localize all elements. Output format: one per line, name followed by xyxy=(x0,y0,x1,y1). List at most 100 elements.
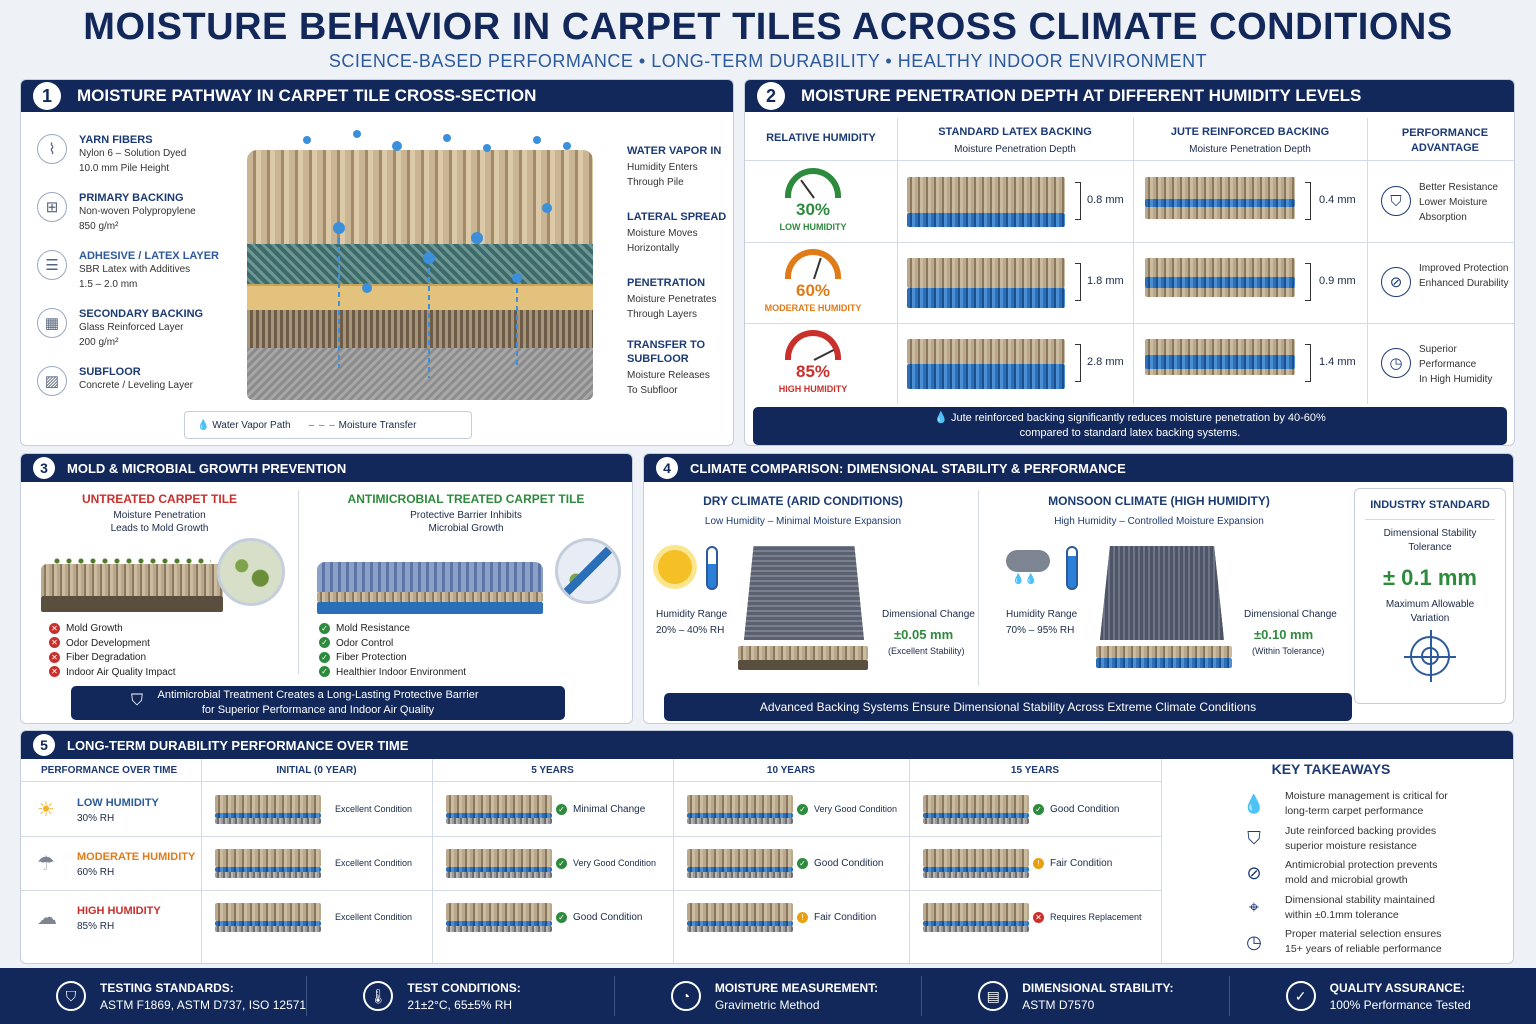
sun-icon: ☀ xyxy=(37,799,55,821)
latex-sample-image xyxy=(907,177,1065,213)
std-sub-1: Dimensional Stability xyxy=(1383,528,1477,539)
condition-text: Excellent Condition xyxy=(335,858,413,868)
row-label: MODERATE HUMIDITY xyxy=(77,851,196,863)
untreated-item: ✕ Fiber Degradation xyxy=(49,651,289,666)
condition-text: Fair Condition xyxy=(1050,858,1113,870)
durability-row: ☂ MODERATE HUMIDITY 60% RH Excellent Condit… xyxy=(21,837,1161,891)
section-number: 1 xyxy=(33,82,61,110)
row-rh: 85% RH xyxy=(77,921,115,932)
footer-item-title: QUALITY ASSURANCE: xyxy=(1329,980,1465,995)
humidity-label: MODERATE HUMIDITY xyxy=(764,303,862,313)
pathway-label-title: PENETRATION xyxy=(627,277,706,289)
perf-line-2: Enhanced Durability xyxy=(1419,278,1509,289)
treated-item-label: Mold Resistance xyxy=(336,623,410,634)
condition-text: Good Condition xyxy=(573,912,643,924)
dry-change-note: (Excellent Stability) xyxy=(888,646,965,656)
footer-item-value: ASTM F1869, ASTM D737, ISO 12571 xyxy=(100,997,307,1012)
treated-item: ✓ Healthier Indoor Environment xyxy=(319,666,619,681)
dry-range-label: Humidity Range xyxy=(656,609,728,620)
s3-banner: ⛉ Antimicrobial Treatment Creates a Long… xyxy=(71,686,565,720)
takeaways-title: KEY TAKEAWAYS xyxy=(1271,761,1391,777)
humidity-row: 30% LOW HUMIDITY 0.8 mm 0.4 mm ⛉ Better Resis… xyxy=(745,162,1514,243)
check-icon: ✓ xyxy=(797,804,808,816)
condition-label: ✕ Requires Replacement xyxy=(1033,912,1142,924)
takeaway-line-1: Jute reinforced backing provides xyxy=(1285,824,1437,837)
dashed-line-icon: – – – xyxy=(308,419,336,431)
no-microbe-icon: ⊘ xyxy=(1381,267,1411,297)
durability-cell: ✓ Good Condition xyxy=(673,837,909,891)
droplet-icon: 💧 xyxy=(197,419,210,431)
condition-label: Excellent Condition xyxy=(335,858,412,868)
layer-label: ⌇ YARN FIBERS Nylon 6 – Solution Dyed 10.0 … xyxy=(37,134,227,174)
treated-item-label: Healthier Indoor Environment xyxy=(336,666,467,678)
humidity-label: HIGH HUMIDITY xyxy=(778,384,848,394)
footer-item: ▤ DIMENSIONAL STABILITY: ASTM D7570 xyxy=(922,976,1230,1016)
footer-item: 🌡 TEST CONDITIONS: 21±2°C, 65±5% RH xyxy=(307,976,615,1016)
condition-text: Minimal Change xyxy=(573,804,646,816)
footer-item-value: ASTM D7570 xyxy=(1022,997,1095,1012)
legend-transfer-item: – – – Moisture Transfer xyxy=(309,420,417,431)
pathway-label-title: LATERAL SPREAD xyxy=(627,211,727,223)
water-droplets-overlay xyxy=(303,130,571,378)
layer-label: ▨ SUBFLOOR Concrete / Leveling Layer xyxy=(37,366,227,406)
untreated-title: UNTREATED CARPET TILE xyxy=(81,492,238,506)
shield-icon: ⛉ xyxy=(1381,186,1411,216)
condition-label: ✓ Minimal Change xyxy=(556,804,645,815)
layer-label: ☰ ADHESIVE / LATEX LAYER SBR Latex with Ad… xyxy=(37,250,227,290)
layer-label-line-1: SBR Latex with Additives xyxy=(79,264,191,275)
performance-text: Better Resistance Lower Moisture Absorptio… xyxy=(1419,180,1514,225)
fiber-icon: ⌇ xyxy=(37,134,67,164)
wet-title: MONSOON CLIMATE (HIGH HUMIDITY) xyxy=(1048,494,1270,508)
condition-text: Good Condition xyxy=(1050,804,1120,816)
std-value: ± 0.1 mm xyxy=(1382,565,1477,590)
pathway-label-line-2: Through Pile xyxy=(627,177,684,188)
condition-text: Excellent Condition xyxy=(335,804,413,814)
col-subheader-jute: Moisture Penetration Depth xyxy=(1189,144,1311,155)
rain-cloud-icon xyxy=(1006,550,1050,572)
durability-cell: ✕ Requires Replacement xyxy=(909,891,1161,945)
latex-depth-value: 2.8 mm xyxy=(1087,356,1124,368)
perf-line-3: Absorption xyxy=(1419,212,1467,223)
section-header: 3 MOLD & MICROBIAL GROWTH PREVENTION xyxy=(21,454,632,482)
wet-change-value: ±0.10 mm xyxy=(1254,627,1314,642)
pathway-label-line-2: Horizontally xyxy=(627,243,680,254)
layers-icon: ☰ xyxy=(37,250,67,280)
dry-tile-top xyxy=(744,546,864,640)
droplet-icon: 💧 xyxy=(1242,793,1266,814)
dry-tile-profile xyxy=(738,646,868,660)
section-title: MOISTURE PENETRATION DEPTH AT DIFFERENT … xyxy=(801,86,1362,105)
check-circle-icon: ✓ xyxy=(1285,981,1316,1011)
takeaway-line-2: 15+ years of reliable performance xyxy=(1285,943,1442,956)
col-header-latex: STANDARD LATEX BACKING xyxy=(938,126,1092,138)
check-icon: ✓ xyxy=(556,804,567,815)
x-icon: ✕ xyxy=(49,637,60,649)
condition-label: ✓ Good Condition xyxy=(797,858,884,869)
condition-text: Very Good Condition xyxy=(814,804,898,814)
tile-sample-image xyxy=(687,795,793,813)
condition-text: Excellent Condition xyxy=(335,912,413,922)
col-header-performance: PERFORMANCE ADVANTAGE xyxy=(1401,127,1489,154)
section-mold-prevention: 3 MOLD & MICROBIAL GROWTH PREVENTION UNTR… xyxy=(20,453,633,724)
layer-label-line-2: 10.0 mm Pile Height xyxy=(79,163,170,174)
jute-depth-value: 0.4 mm xyxy=(1319,194,1356,206)
untreated-tile-image xyxy=(41,556,223,614)
treated-tile-image xyxy=(317,562,543,614)
untreated-item: ✕ Mold Growth xyxy=(49,622,289,637)
shield-magnifier-icon xyxy=(555,538,621,604)
water-droplet-icons xyxy=(303,130,571,293)
layer-label-title: PRIMARY BACKING xyxy=(79,192,184,204)
footer-item-value: Gravimetric Method xyxy=(714,997,820,1012)
std-sub-2: Tolerance xyxy=(1408,542,1452,553)
condition-text: Fair Condition xyxy=(814,912,877,924)
latex-moisture-band xyxy=(907,364,1065,389)
footer-bar: ⛉ TESTING STANDARDS: ASTM F1869, ASTM D737… xyxy=(0,968,1536,1024)
wet-change-label: Dimensional Change xyxy=(1244,609,1337,620)
tile-sample-image xyxy=(446,795,552,813)
tile-sample-image xyxy=(687,903,793,921)
takeaway-line-2: superior moisture resistance xyxy=(1285,839,1417,852)
check-icon: ✓ xyxy=(319,637,330,649)
pathway-label: TRANSFER TO SUBFLOOR Moisture Releases To … xyxy=(627,338,731,398)
durability-row: ☀ LOW HUMIDITY 30% RH Excellent Condition ✓ M… xyxy=(21,783,1161,837)
durability-cell: ✓ Minimal Change xyxy=(432,783,673,837)
gauge-icon: ◔ xyxy=(670,981,701,1011)
